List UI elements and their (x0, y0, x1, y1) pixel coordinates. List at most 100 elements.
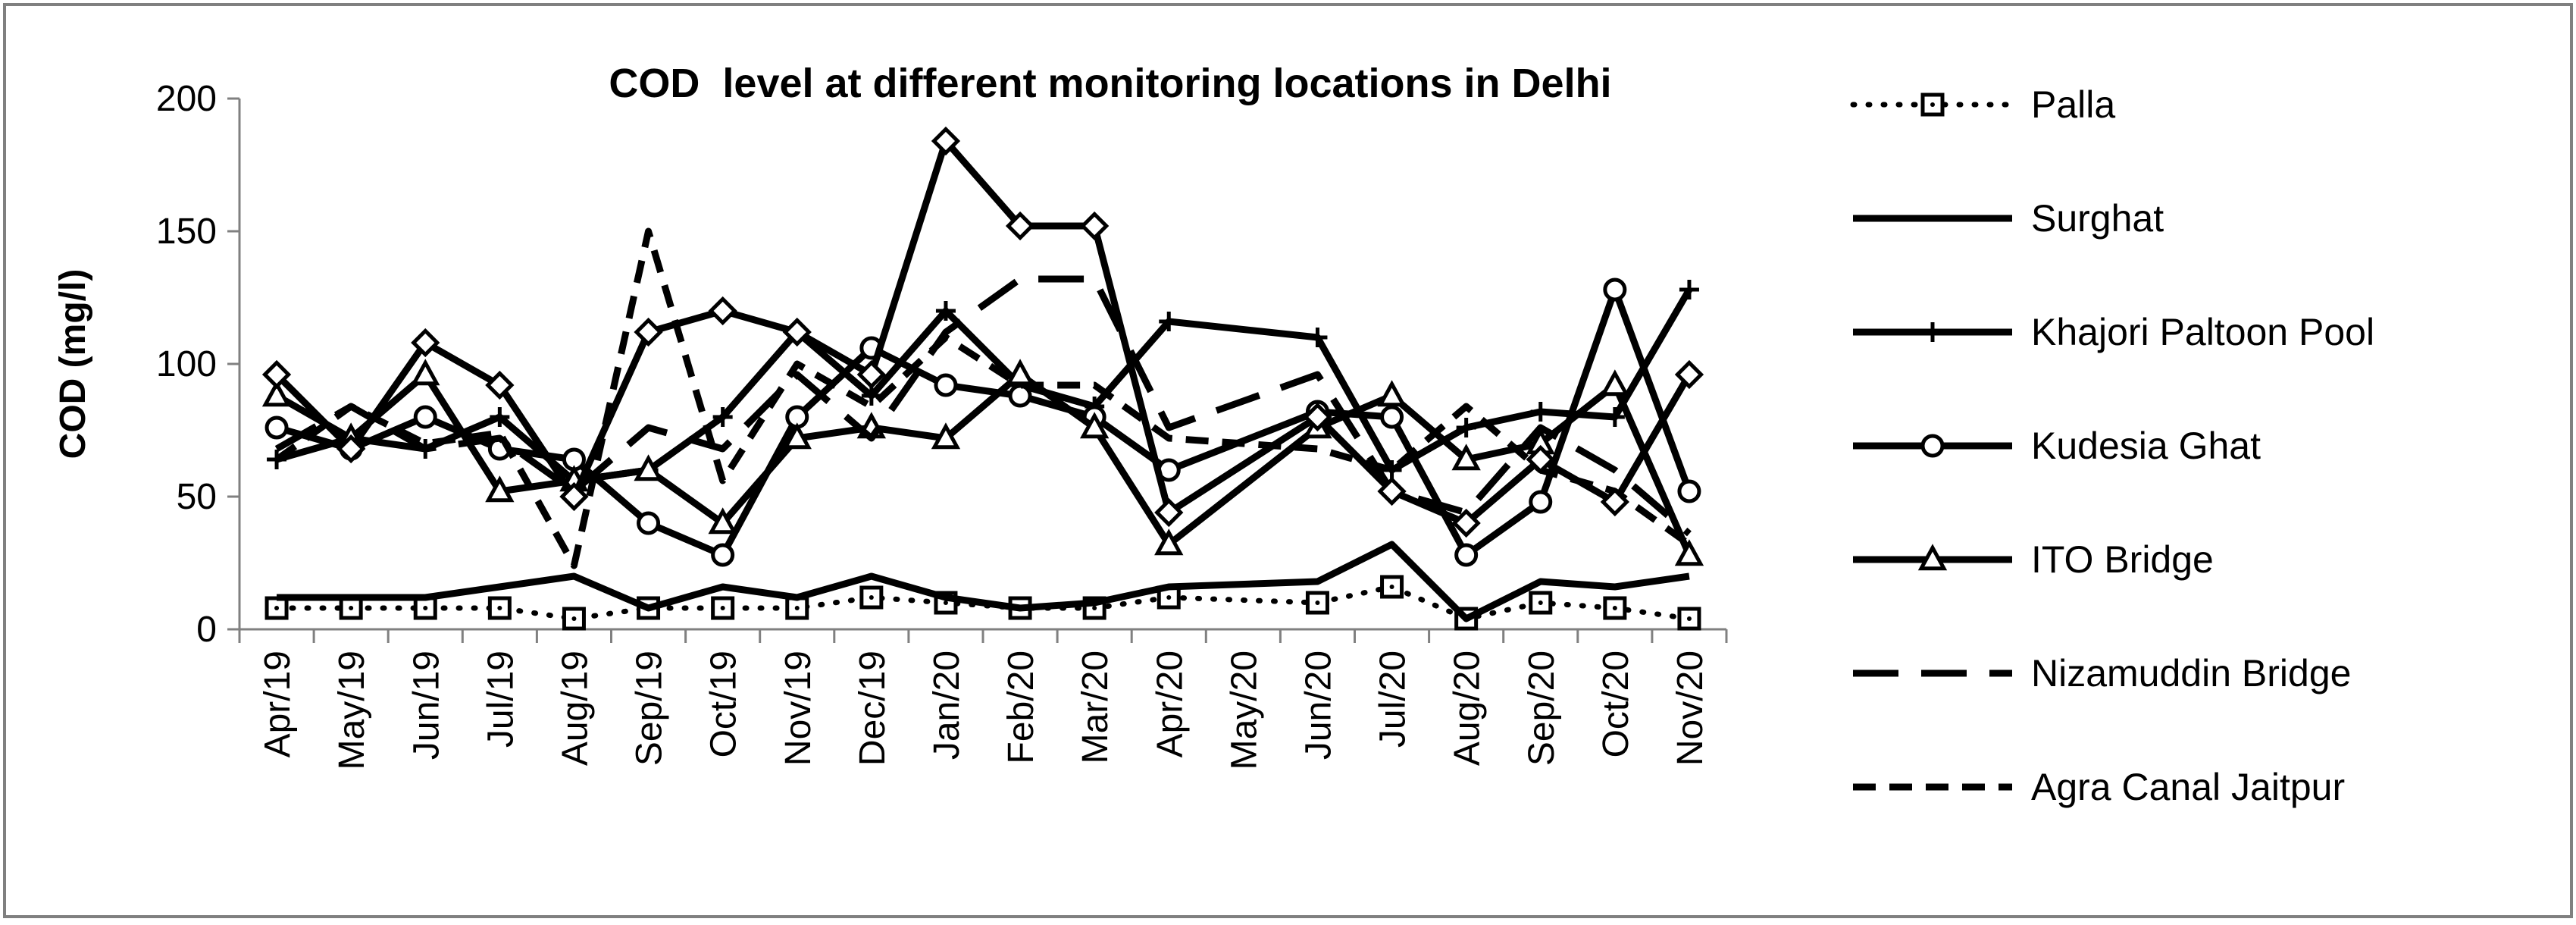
x-tick-label: Jul/19 (480, 651, 521, 748)
chart-frame (3, 3, 2573, 918)
legend-item-khajori-paltoon-pool: Khajori Paltoon Pool (1853, 311, 2374, 353)
x-tick-label: Jul/20 (1373, 651, 1413, 748)
marker-diamond (336, 434, 366, 464)
marker-circle (1454, 543, 1479, 567)
legend-item-nizamuddin-bridge: Nizamuddin Bridge (1853, 652, 2351, 695)
legend-label: Kudesia Ghat (2031, 425, 2261, 467)
marker-diamond (856, 359, 886, 390)
marker-square-dot (571, 616, 577, 621)
marker-square-dot (1612, 606, 1617, 610)
marker-square-dot (720, 606, 725, 610)
axes: 0 50 100 150 200 Apr/19 May/19 Jun/19 Jul/19 Aug/… (53, 79, 1728, 770)
marker-square-dot (1389, 585, 1394, 589)
x-tick-label: Mar/20 (1075, 651, 1116, 764)
series-unlabeled-7 (261, 126, 1704, 538)
x-tick-label: Apr/20 (1150, 651, 1190, 757)
marker-square-dot (497, 606, 502, 610)
marker-square-dot (1166, 595, 1172, 600)
marker-circle (637, 511, 661, 535)
marker-triangle (931, 422, 961, 450)
series-line (277, 541, 1690, 622)
marker-triangle (411, 359, 440, 386)
x-tick-label: May/19 (332, 651, 372, 770)
x-tick-label: Sep/20 (1522, 651, 1562, 766)
marker-circle (1920, 434, 1945, 458)
series-line (274, 275, 1692, 537)
marker-triangle (782, 422, 812, 450)
x-tick-label: Nov/20 (1670, 651, 1711, 766)
marker-square-dot (1538, 600, 1543, 605)
marker-diamond (1080, 211, 1110, 241)
y-axis-title: COD (mg/l) (53, 269, 93, 459)
marker-triangle (1154, 528, 1184, 556)
y-tick-label: 100 (156, 344, 217, 384)
marker-square-dot (1092, 606, 1097, 610)
marker-square-dot (943, 600, 948, 605)
legend-label: Surghat (2031, 197, 2164, 240)
y-tick-label: 50 (177, 477, 217, 517)
marker-circle (413, 405, 437, 429)
marker-triangle (1674, 539, 1704, 566)
x-tick-label: Jun/19 (406, 651, 446, 760)
marker-square-dot (794, 606, 800, 610)
marker-diamond (1674, 359, 1704, 390)
legend: Palla Surghat Khajori Paltoon Pool Kudesia … (1850, 83, 2374, 808)
marker-circle (1008, 384, 1032, 408)
series-line (274, 227, 1692, 569)
marker-circle (1603, 278, 1627, 302)
marker-square-dot (869, 595, 874, 600)
x-tick-label: Jan/20 (927, 651, 967, 760)
x-tick-label: Aug/19 (555, 651, 595, 766)
legend-item-ito-bridge: ITO Bridge (1853, 538, 2214, 581)
x-tick-label: Jun/20 (1298, 651, 1338, 760)
marker-square (1380, 575, 1404, 599)
series-lines (261, 126, 1704, 631)
marker-triangle (1600, 369, 1630, 397)
series-nizamuddin-bridge (274, 275, 1692, 537)
marker-triangle (708, 507, 737, 535)
marker-circle (264, 415, 289, 440)
marker-diamond (1303, 402, 1332, 432)
y-tick-label: 200 (156, 79, 217, 119)
x-tick-label: Dec/19 (853, 651, 893, 766)
marker-diamond (634, 317, 663, 347)
marker-triangle (634, 454, 663, 481)
marker-square-dot (1686, 616, 1692, 621)
marker-diamond (261, 359, 292, 390)
marker-triangle (485, 475, 515, 503)
marker-triangle (261, 380, 292, 407)
marker-diamond (411, 328, 440, 358)
marker-diamond (782, 317, 812, 347)
marker-triangle (1079, 412, 1110, 439)
marker-diamond (708, 296, 737, 326)
marker-square-dot (423, 606, 428, 610)
y-tick-label: 150 (156, 212, 217, 252)
series-ito-bridge (261, 359, 1704, 566)
x-tick-label: May/20 (1224, 651, 1264, 770)
series-surghat (277, 541, 1690, 622)
marker-square-dot (274, 606, 280, 610)
legend-label: Palla (2031, 83, 2115, 126)
x-tick-label: Sep/19 (630, 651, 670, 766)
marker-triangle (1005, 359, 1035, 386)
marker-triangle (1377, 380, 1407, 407)
x-tick-label: Feb/20 (1001, 651, 1041, 764)
legend-item-agra-canal-jaitpur: Agra Canal Jaitpur (1853, 766, 2345, 808)
marker-circle (934, 373, 958, 397)
y-tick-label: 0 (196, 610, 217, 650)
legend-item-surghat: Surghat (1853, 197, 2164, 240)
marker-diamond (931, 126, 961, 156)
legend-label: Agra Canal Jaitpur (2031, 766, 2345, 808)
marker-triangle (1917, 544, 1948, 571)
x-tick-label: Oct/20 (1596, 651, 1636, 757)
legend-item-palla: Palla (1850, 83, 2115, 126)
marker-circle (711, 543, 735, 567)
marker-diamond (1451, 508, 1481, 538)
series-agra-canal-jaitpur (274, 227, 1692, 569)
x-tick-label: Oct/19 (704, 651, 744, 757)
marker-diamond (1154, 497, 1184, 528)
marker-diamond (1526, 444, 1555, 475)
chart-title: COD level at different monitoring locati… (609, 61, 1611, 106)
